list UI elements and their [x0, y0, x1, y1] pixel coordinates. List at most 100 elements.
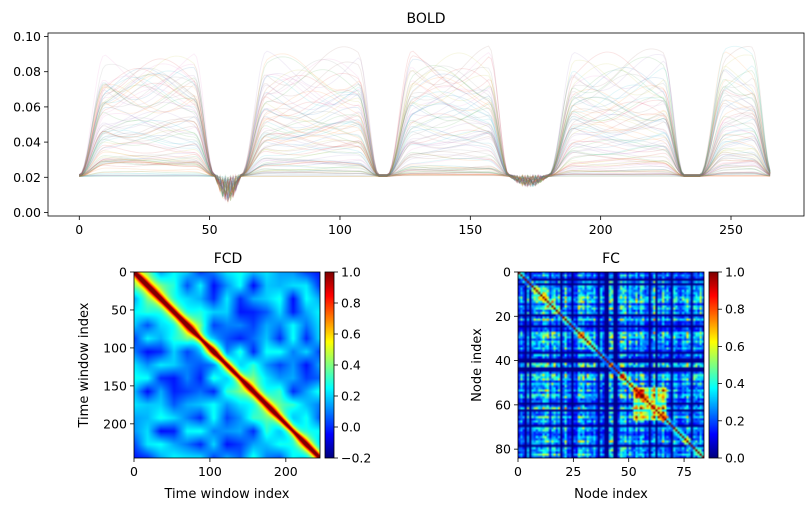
bold-series-line — [79, 80, 771, 191]
bold-series-line — [79, 67, 771, 197]
fc-y-tick-label: 0 — [503, 265, 511, 280]
fcd-colorbar — [325, 272, 334, 458]
bold-series-line — [79, 69, 771, 201]
bold-y-tick-label: 0.06 — [13, 99, 41, 114]
bold-series-line — [79, 88, 771, 199]
fc-heatmap — [518, 272, 704, 458]
bold-y-tick-label: 0.08 — [13, 64, 41, 79]
fcd-x-axis-label: Time window index — [164, 487, 290, 502]
bold-series-line — [79, 128, 771, 191]
bold-series-line — [79, 70, 771, 196]
bold-y-tick-label: 0.10 — [13, 29, 41, 44]
fc-y-tick-label: 80 — [495, 442, 511, 457]
bold-series-line — [79, 79, 771, 195]
fc-colorbar-frame — [708, 271, 719, 459]
fcd-colorbar-tick-label: 0.0 — [341, 420, 361, 435]
fc-x-tick-label: 0 — [514, 464, 522, 479]
bold-series-line — [79, 58, 771, 200]
bold-series-line — [79, 108, 771, 199]
fc-colorbar-tick-label: 0.4 — [725, 376, 745, 391]
fcd-colorbar-tick-label: 0.4 — [341, 358, 361, 373]
fc-x-tick-label: 50 — [621, 464, 637, 479]
bold-series-line — [79, 67, 771, 197]
bold-series-line — [78, 53, 771, 202]
bold-series-line — [79, 50, 771, 196]
bold-x-tick-label: 250 — [719, 222, 743, 237]
fcd-y-axis-label: Time window index — [77, 302, 92, 428]
fc-y-tick-label: 60 — [495, 397, 511, 412]
fcd-heatmap — [134, 272, 320, 458]
bold-series-line — [79, 65, 771, 198]
bold-series-line — [79, 73, 771, 201]
bold-series-line — [79, 70, 771, 200]
bold-series-line — [79, 96, 771, 197]
fcd-axes-frame — [133, 271, 321, 459]
bold-panel: BOLD 0 50 100 150 200 250 0.000.020.040.060.0… — [13, 11, 805, 237]
fcd-x-ticks: 0 100 200 — [130, 458, 298, 479]
bold-series-line — [79, 92, 771, 203]
fc-colorbar — [709, 272, 718, 458]
fc-y-tick-label: 40 — [495, 353, 511, 368]
bold-series-line — [78, 77, 771, 197]
bold-series-line — [79, 93, 771, 199]
bold-series-line — [79, 91, 771, 198]
bold-series-line — [79, 96, 771, 196]
bold-series-line — [79, 110, 771, 193]
bold-series-line — [79, 74, 771, 197]
fc-y-ticks: 0 20 40 60 80 — [495, 265, 518, 457]
bold-series-line — [79, 89, 771, 198]
bold-series-line — [79, 101, 771, 199]
fc-colorbar-ticks: 1.0 0.8 0.6 0.4 0.2 0.0 — [718, 265, 745, 466]
fc-x-tick-label: 75 — [676, 464, 692, 479]
bold-series-line — [78, 70, 771, 197]
fc-x-axis-label: Node index — [574, 487, 648, 502]
bold-series-line — [79, 103, 771, 201]
fcd-y-tick-label: 100 — [103, 340, 127, 355]
bold-series-line — [79, 108, 771, 198]
bold-series-line — [79, 119, 771, 200]
fc-x-ticks: 0 25 50 75 — [514, 458, 692, 479]
bold-series-line — [79, 68, 771, 198]
fcd-y-tick-label: 150 — [103, 378, 127, 393]
bold-x-tick-label: 200 — [589, 222, 613, 237]
fcd-y-tick-label: 50 — [111, 302, 127, 317]
fcd-colorbar-ticks: 1.0 0.8 0.6 0.4 0.2 0.0 −0.2 — [334, 265, 371, 466]
bold-series-line — [79, 89, 771, 190]
bold-y-tick-label: 0.04 — [13, 135, 41, 150]
bold-series-line — [79, 85, 771, 203]
fc-panel: FC 0 25 50 75 0 20 40 60 80 Node index Node ind… — [470, 251, 745, 502]
bold-series-line — [79, 63, 771, 192]
bold-series-line — [79, 55, 771, 196]
bold-series-line — [79, 83, 771, 190]
fcd-colorbar-tick-label: 1.0 — [341, 265, 361, 280]
bold-series-line — [79, 58, 771, 203]
fcd-x-tick-label: 200 — [274, 464, 298, 479]
fcd-colorbar-tick-label: 0.6 — [341, 327, 361, 342]
bold-series-line — [79, 63, 771, 199]
bold-x-tick-label: 150 — [458, 222, 482, 237]
fc-colorbar-tick-label: 0.8 — [725, 302, 745, 317]
bold-series-line — [79, 107, 771, 198]
bold-series-line — [79, 51, 771, 196]
fcd-x-tick-label: 0 — [130, 464, 138, 479]
bold-series-line — [78, 67, 771, 199]
bold-series-line — [79, 53, 771, 198]
fcd-colorbar-tick-label: 0.2 — [341, 389, 361, 404]
bold-series-line — [79, 68, 771, 202]
fc-colorbar-tick-label: 0.2 — [725, 413, 745, 428]
bold-series-line — [79, 116, 771, 191]
bold-series-line — [79, 82, 771, 191]
bold-series-line — [79, 75, 771, 198]
bold-series-line — [79, 76, 771, 202]
bold-series-line — [79, 65, 771, 202]
bold-series-line — [79, 48, 771, 200]
bold-series-line — [79, 75, 771, 196]
bold-series-group — [78, 45, 771, 205]
bold-series-line — [79, 59, 771, 199]
bold-series-line — [79, 90, 771, 196]
bold-series-line — [79, 59, 771, 195]
bold-series-line — [79, 63, 771, 202]
bold-series-line — [79, 56, 771, 198]
bold-x-tick-label: 100 — [328, 222, 352, 237]
bold-series-line — [79, 99, 771, 198]
